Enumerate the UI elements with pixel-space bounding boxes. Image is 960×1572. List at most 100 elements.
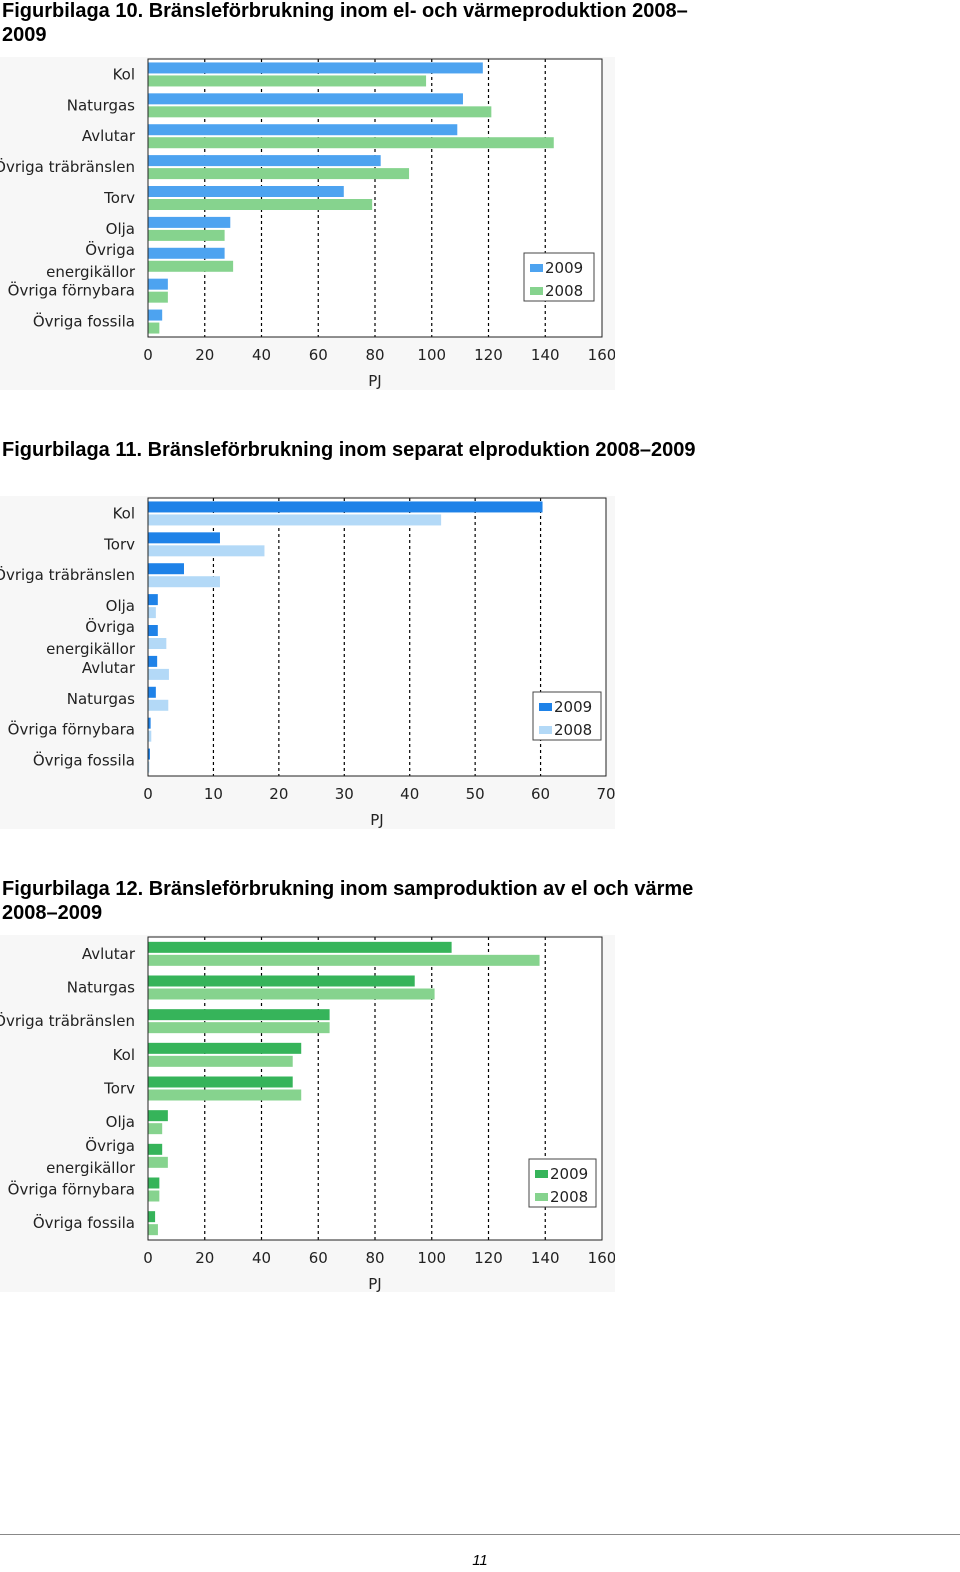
- category-label: energikällor: [46, 640, 136, 658]
- x-tick-label: 0: [143, 785, 153, 803]
- bar-2009-3: [148, 1042, 302, 1054]
- figure-11-caption: Figurbilaga 11. Bränsleförbrukning inom …: [2, 439, 696, 461]
- bar-2008-0: [148, 514, 442, 526]
- bar-2009-8: [148, 1211, 156, 1223]
- category-label: Olja: [106, 220, 135, 238]
- bar-2009-2: [148, 124, 458, 136]
- legend-swatch-2008: [535, 1193, 548, 1201]
- bar-2008-1: [148, 988, 435, 1000]
- bar-2009-2: [148, 563, 184, 575]
- category-label: Övriga: [85, 617, 135, 636]
- category-label: Torv: [103, 535, 135, 553]
- legend-swatch-2009: [530, 264, 543, 272]
- bar-2009-5: [148, 216, 231, 228]
- category-label: Torv: [103, 1080, 135, 1098]
- bar-2009-1: [148, 975, 415, 987]
- x-tick-label: 50: [466, 785, 485, 803]
- x-tick-label: 40: [252, 346, 271, 364]
- legend-box: [528, 1158, 597, 1208]
- legend-swatch-2009: [539, 703, 552, 711]
- x-tick-label: 160: [588, 1249, 615, 1267]
- figure-12-caption: Figurbilaga 12. Bränsleförbrukning inom …: [2, 878, 694, 924]
- category-label: Naturgas: [67, 979, 135, 997]
- bar-2009-1: [148, 93, 463, 105]
- legend-label-2008: 2008: [554, 721, 592, 739]
- bar-2009-0: [148, 501, 543, 513]
- category-label: Övriga träbränslen: [0, 565, 135, 584]
- bar-2009-6: [148, 686, 156, 698]
- bar-2008-1: [148, 106, 492, 118]
- legend-label-2008: 2008: [550, 1188, 588, 1206]
- bar-2008-5: [148, 1123, 163, 1135]
- x-tick-label: 70: [596, 785, 615, 803]
- x-axis-label: PJ: [368, 1275, 381, 1292]
- bar-2008-8: [148, 322, 160, 334]
- bar-2008-3: [148, 168, 410, 180]
- x-tick-label: 140: [531, 346, 560, 364]
- bar-2008-1: [148, 545, 265, 557]
- x-tick-label: 20: [269, 785, 288, 803]
- legend-label-2008: 2008: [545, 282, 583, 300]
- plot-frame: [147, 497, 607, 777]
- bar-2009-8: [148, 309, 163, 321]
- x-tick-label: 80: [365, 346, 384, 364]
- bar-2009-1: [148, 532, 220, 544]
- x-tick-label: 0: [143, 1249, 153, 1267]
- category-label: Torv: [103, 189, 135, 207]
- x-axis-label: PJ: [370, 811, 383, 829]
- bar-2009-6: [148, 247, 225, 259]
- category-label: Kol: [113, 504, 135, 522]
- bar-2008-8: [148, 1224, 158, 1236]
- category-label: Kol: [113, 65, 135, 83]
- x-tick-label: 60: [309, 1249, 328, 1267]
- x-tick-label: 40: [252, 1249, 271, 1267]
- bar-2009-7: [148, 717, 151, 729]
- plot-frame: [147, 936, 603, 1241]
- bar-2008-2: [148, 137, 554, 149]
- category-label: Avlutar: [82, 659, 136, 677]
- figure-11-chart-svg: Kol Torv Övriga träbränslen Olja Övriga energ…: [0, 497, 615, 829]
- category-label: Övriga fossila: [33, 312, 135, 331]
- bar-2009-3: [148, 594, 158, 606]
- bar-2009-4: [148, 186, 344, 197]
- bar-2008-2: [148, 1022, 330, 1034]
- footer-divider: [0, 1534, 960, 1535]
- bar-2008-7: [148, 730, 152, 742]
- bar-2008-4: [148, 199, 373, 210]
- legend-box: [523, 252, 595, 302]
- bar-2009-4: [148, 1076, 293, 1088]
- figure-12-chart-svg: Avlutar Naturgas Övriga träbränslen Kol Torv…: [0, 936, 615, 1292]
- x-tick-label: 20: [195, 1249, 214, 1267]
- bar-2009-5: [148, 655, 158, 667]
- plot-frame: [147, 58, 603, 338]
- category-label: Övriga förnybara: [8, 720, 135, 739]
- category-label: Övriga fossila: [33, 1213, 135, 1232]
- bar-2009-0: [148, 941, 452, 953]
- legend-label-2009: 2009: [545, 259, 583, 277]
- bar-2008-0: [148, 75, 427, 87]
- bar-2008-7: [148, 291, 168, 303]
- category-label: Övriga förnybara: [8, 1180, 135, 1199]
- bar-2008-4: [148, 1089, 302, 1101]
- x-tick-label: 120: [474, 346, 503, 364]
- bar-2008-6: [148, 260, 234, 272]
- category-label: energikällor: [46, 1159, 136, 1177]
- x-tick-label: 0: [143, 346, 153, 364]
- bar-2009-5: [148, 1110, 168, 1122]
- legend-swatch-2009: [535, 1170, 548, 1178]
- x-tick-label: 120: [474, 1249, 503, 1267]
- category-label: Naturgas: [67, 96, 135, 114]
- category-label: Övriga fossila: [33, 751, 135, 770]
- page-number: 11: [472, 1552, 488, 1569]
- figure-10-caption: Figurbilaga 10. Bränsleförbrukning inom …: [2, 0, 688, 46]
- bar-2008-2: [148, 576, 220, 588]
- bar-2008-0: [148, 954, 540, 966]
- x-tick-label: 160: [588, 346, 615, 364]
- x-tick-label: 100: [417, 346, 446, 364]
- category-label: Övriga: [85, 240, 135, 259]
- bar-2009-7: [148, 278, 168, 290]
- bar-2008-5: [148, 229, 225, 241]
- legend-label-2009: 2009: [550, 1165, 588, 1183]
- bar-2009-4: [148, 625, 158, 636]
- legend-swatch-2008: [530, 287, 543, 295]
